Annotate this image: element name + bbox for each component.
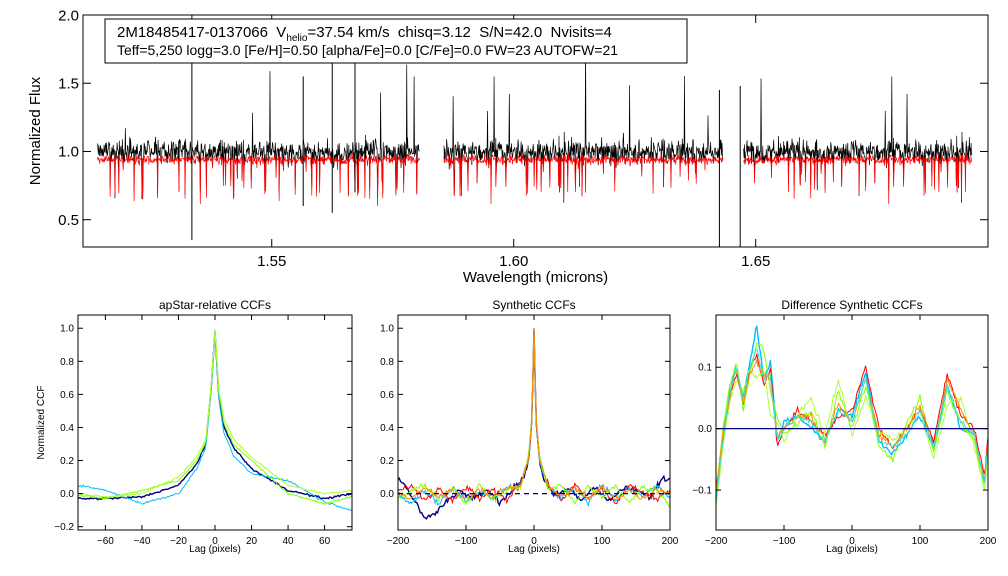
- annotation-box: [104, 18, 688, 64]
- x-tick-label: −40: [133, 536, 150, 547]
- chart-title: Difference Synthetic CCFs: [781, 298, 922, 312]
- y-tick-label: 0.4: [60, 423, 74, 434]
- annotation-line-2: Teff=5,250 logg=3.0 [Fe/H]=0.50 [alpha/F…: [117, 42, 618, 58]
- annotation-line-1: 2M18485417-0137066 Vhelio=37.54 km/s chi…: [117, 24, 612, 44]
- ccf-series-line: [78, 332, 352, 511]
- ccf-series-line: [78, 330, 352, 499]
- y-tick-label: 0.6: [60, 390, 74, 401]
- y-tick-label: 0.8: [60, 357, 74, 368]
- x-axis-label: Lag (pixels): [189, 544, 241, 555]
- chart-title: Synthetic CCFs: [492, 298, 575, 312]
- y-tick-label: 1.0: [58, 144, 79, 161]
- plot-frame: [82, 14, 989, 248]
- y-tick-label: 0.4: [380, 423, 394, 434]
- x-tick-label: 200: [662, 536, 679, 547]
- x-tick-label: 0: [212, 536, 218, 547]
- y-tick-label: 1.0: [380, 324, 394, 335]
- y-tick-label: 0.2: [60, 456, 74, 467]
- ccf-series-line: [78, 329, 352, 506]
- x-tick-label: 200: [980, 536, 997, 547]
- x-tick-label: −100: [773, 536, 796, 547]
- x-tick-label: −200: [705, 536, 728, 547]
- apstar-ccf-panel: −60 −40 −20 0 20 40 60 −0.2 0.0 0.2 0.4 0.6 0.8 1.0 La…: [36, 298, 353, 555]
- x-axis-label: Lag (pixels): [826, 544, 878, 555]
- y-tick-label: 0.2: [380, 456, 394, 467]
- ccf-series-line: [716, 365, 988, 506]
- ccf-series-line: [716, 342, 988, 498]
- x-tick-label: 0: [849, 536, 855, 547]
- y-tick-label: 0.6: [380, 390, 394, 401]
- ccf-lines: [716, 325, 988, 506]
- spectrum-panel: 1.55 1.60 1.65 0.5 1.0 1.5 2.0 Wavelength (micr…: [27, 7, 989, 286]
- chart-title: apStar-relative CCFs: [159, 298, 271, 312]
- x-tick-label: −100: [455, 536, 478, 547]
- y-tick-label: 0.0: [380, 489, 394, 500]
- x-tick-label: −200: [387, 536, 410, 547]
- ccf-series-line: [398, 330, 670, 502]
- y-tick-label: 1.5: [58, 75, 79, 92]
- x-tick-label: 20: [246, 536, 258, 547]
- x-tick-label: 60: [319, 536, 331, 547]
- x-tick-label: 40: [283, 536, 295, 547]
- y-axis-label: Normalized Flux: [27, 76, 44, 185]
- x-axis-label: Lag (pixels): [508, 544, 560, 555]
- y-tick-label: 1.0: [60, 324, 74, 335]
- x-tick-label: 1.65: [741, 253, 770, 270]
- y-tick-label: 0.1: [698, 363, 712, 374]
- x-tick-label: 100: [912, 536, 929, 547]
- y-tick-label: 0.0: [60, 489, 74, 500]
- ccf-series-line: [716, 348, 988, 502]
- y-tick-label: 2.0: [58, 7, 79, 24]
- ccf-series-line: [398, 328, 670, 520]
- x-tick-label: 1.55: [257, 253, 286, 270]
- observed-spectrum-line: [97, 64, 420, 199]
- y-tick-label: 0.8: [380, 357, 394, 368]
- x-tick-label: 100: [594, 536, 611, 547]
- observed-spectrum-line: [443, 42, 724, 203]
- ccf-lines: [78, 329, 352, 511]
- model-spectrum-line: [443, 153, 724, 204]
- model-spectrum-line: [97, 153, 420, 207]
- x-tick-label: −60: [97, 536, 114, 547]
- y-axis-label: Normalized CCF: [36, 386, 47, 460]
- observed-spectrum-line: [743, 76, 972, 203]
- difference-ccf-panel: −200 −100 0 100 200 −0.1 0.0 0.1 Lag (pixels) Dif…: [692, 298, 997, 555]
- x-axis-label: Wavelength (microns): [463, 269, 608, 286]
- x-tick-label: −20: [170, 536, 187, 547]
- ccf-series-line: [716, 325, 988, 504]
- ccf-series-line: [78, 331, 352, 501]
- x-tick-label: 1.60: [499, 253, 528, 270]
- y-tick-label: −0.1: [692, 486, 712, 497]
- x-tick-label: 0: [531, 536, 537, 547]
- y-tick-label: −0.2: [54, 522, 74, 533]
- y-tick-label: 0.0: [698, 424, 712, 435]
- model-spectrum-line: [743, 153, 972, 204]
- synthetic-ccf-panel: −200 −100 0 100 200 0.0 0.2 0.4 0.6 0.8 1.0 Lag (pi…: [380, 298, 679, 555]
- y-tick-label: 0.5: [58, 212, 79, 229]
- ccf-lines: [398, 327, 670, 520]
